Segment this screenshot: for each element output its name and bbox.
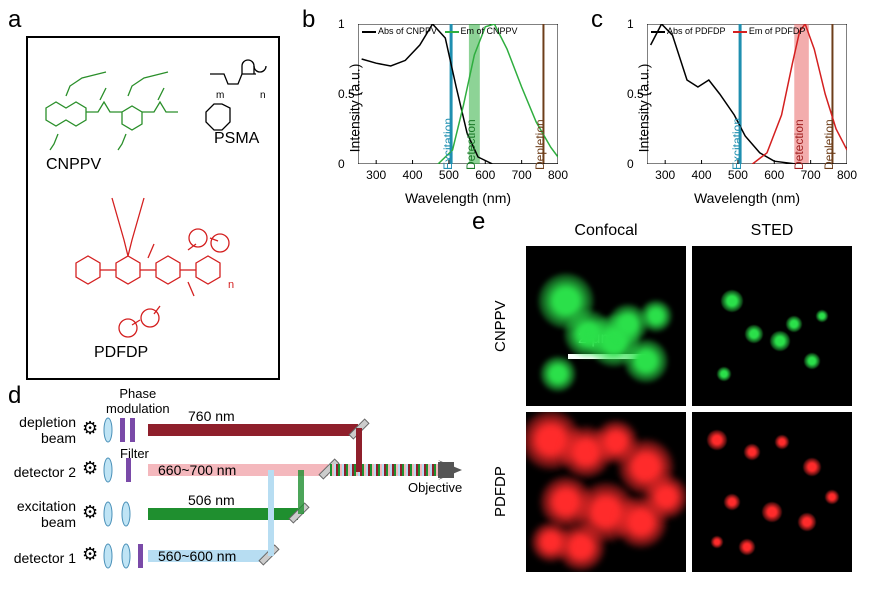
panel-a-label: a	[8, 6, 21, 34]
panel-b: b Intensity (a.u.) ExcitationDetectionDe…	[302, 8, 577, 208]
legend-abs-b: Abs of CNPPV	[378, 26, 437, 36]
legend-abs-c: Abs of PDFDP	[667, 26, 725, 36]
panel-e: e Confocal STED CNPPV 2 μm PDFDP	[302, 214, 880, 574]
micrograph-pdfdp-confocal	[526, 412, 686, 572]
panel-b-label: b	[302, 6, 315, 34]
svg-text:m: m	[216, 90, 224, 101]
col-header-confocal: Confocal	[526, 222, 686, 240]
wl-760-label: 760 nm	[188, 408, 235, 424]
legend-em-c: Em of PDFDP	[749, 26, 806, 36]
panel-b-svg	[358, 24, 558, 164]
svg-text:n: n	[260, 90, 266, 101]
panel-c-svg	[647, 24, 847, 164]
panel-b-xlabel: Wavelength (nm)	[358, 190, 558, 206]
micrograph-cnppv-sted	[692, 246, 852, 406]
panel-c-xlabel: Wavelength (nm)	[647, 190, 847, 206]
cnppv-label: CNPPV	[46, 156, 101, 174]
panel-c-chart: ExcitationDetectionDepletion Abs of PDFD…	[647, 24, 847, 164]
row-header-cnppv: CNPPV	[492, 246, 520, 406]
panel-c-legend: Abs of PDFDP Em of PDFDP	[651, 26, 805, 36]
panel-c-label: c	[591, 6, 603, 34]
wl-560-label: 560~600 nm	[158, 548, 236, 564]
figure-root: a	[8, 8, 872, 574]
wl-506-label: 506 nm	[188, 492, 235, 508]
panel-b-legend: Abs of CNPPV Em of CNPPV	[362, 26, 518, 36]
panel-d: depletion beam detector 2 excitation bea…	[8, 214, 288, 574]
psma-label: PSMA	[214, 130, 259, 148]
panel-e-label: e	[472, 208, 485, 236]
row-header-pdfdp: PDFDP	[492, 412, 520, 572]
legend-em-b: Em of CNPPV	[461, 26, 518, 36]
panel-e-grid: Confocal STED CNPPV 2 μm PDFDP	[492, 218, 852, 572]
micrograph-pdfdp-sted	[692, 412, 852, 572]
col-header-sted: STED	[692, 222, 852, 240]
micrograph-cnppv-confocal: 2 μm	[526, 246, 686, 406]
panel-c: c Intensity (a.u.) ExcitationDetectionDe…	[591, 8, 880, 208]
panel-b-chart: ExcitationDetectionDepletion Abs of CNPP…	[358, 24, 558, 164]
wl-660-label: 660~700 nm	[158, 462, 236, 478]
